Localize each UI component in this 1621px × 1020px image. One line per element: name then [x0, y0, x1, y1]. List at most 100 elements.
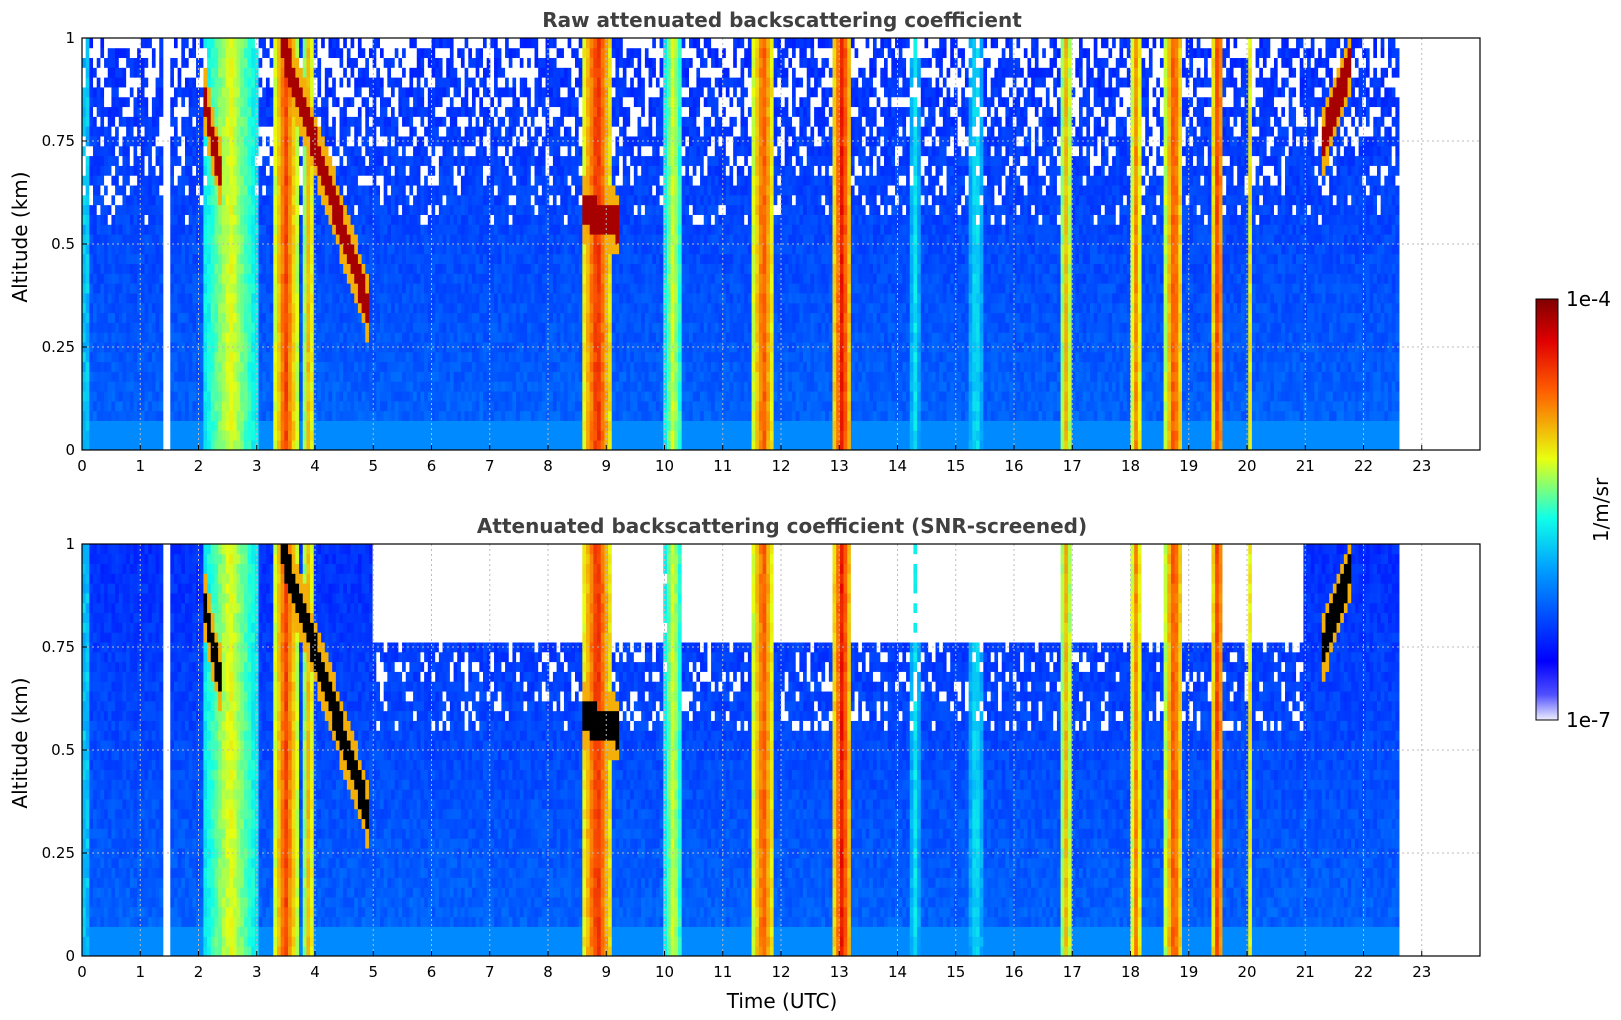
heatmap-cell	[277, 185, 281, 195]
heatmap-cell	[409, 401, 413, 411]
heatmap-cell	[119, 293, 123, 303]
heatmap-cell	[89, 97, 93, 107]
heatmap-cell	[115, 440, 119, 450]
heatmap-cell	[93, 126, 97, 136]
heatmap-cell	[145, 401, 149, 411]
heatmap-cell	[214, 440, 218, 450]
heatmap-cell	[281, 372, 285, 382]
heatmap-cell	[159, 293, 163, 303]
heatmap-cell	[523, 224, 527, 234]
heatmap-cell	[93, 215, 97, 225]
heatmap-cell	[189, 401, 193, 411]
heatmap-cell	[457, 254, 461, 264]
heatmap-cell	[384, 372, 388, 382]
heatmap-cell	[424, 146, 428, 156]
heatmap-cell	[273, 97, 277, 107]
heatmap-cell	[490, 166, 494, 176]
heatmap-cell	[207, 293, 211, 303]
heatmap-cell	[387, 97, 391, 107]
heatmap-cell	[134, 107, 138, 117]
heatmap-cell	[391, 372, 395, 382]
heatmap-cell	[100, 381, 104, 391]
heatmap-cell	[443, 273, 447, 283]
heatmap-cell	[97, 107, 101, 117]
heatmap-cell	[277, 313, 281, 323]
heatmap-cell	[435, 116, 439, 126]
heatmap-cell	[218, 87, 222, 97]
heatmap-cell	[490, 244, 494, 254]
heatmap-cell	[89, 126, 93, 136]
heatmap-cell	[284, 107, 288, 117]
heatmap-cell	[122, 77, 126, 87]
heatmap-cell	[262, 185, 266, 195]
heatmap-cell	[523, 116, 527, 126]
heatmap-cell	[93, 411, 97, 421]
heatmap-cell	[417, 244, 421, 254]
heatmap-cell	[295, 38, 299, 48]
heatmap-cell	[501, 332, 505, 342]
heatmap-cell	[295, 175, 299, 185]
heatmap-cell	[145, 264, 149, 274]
heatmap-cell	[373, 381, 377, 391]
heatmap-cell	[185, 381, 189, 391]
heatmap-cell	[432, 38, 436, 48]
heatmap-cell	[523, 244, 527, 254]
heatmap-cell	[490, 175, 494, 185]
heatmap-cell	[189, 322, 193, 332]
heatmap-cell	[435, 313, 439, 323]
heatmap-cell	[420, 293, 424, 303]
heatmap-cell	[222, 411, 226, 421]
heatmap-cell	[225, 283, 229, 293]
heatmap-cell	[104, 264, 108, 274]
heatmap-cell	[523, 342, 527, 352]
heatmap-cell	[516, 215, 520, 225]
heatmap-cell	[152, 234, 156, 244]
heatmap-cell	[494, 411, 498, 421]
heatmap-cell	[391, 401, 395, 411]
heatmap-cell	[476, 303, 480, 313]
heatmap-cell	[325, 97, 329, 107]
heatmap-cell	[218, 126, 222, 136]
heatmap-cell	[520, 205, 524, 215]
heatmap-cell	[501, 313, 505, 323]
heatmap-cell	[516, 146, 520, 156]
heatmap-cell	[104, 156, 108, 166]
heatmap-cell	[351, 77, 355, 87]
heatmap-cell	[306, 244, 310, 254]
heatmap-cell	[262, 87, 266, 97]
heatmap-cell	[395, 401, 399, 411]
heatmap-cell	[354, 48, 358, 58]
heatmap-cell	[395, 411, 399, 421]
heatmap-cell	[262, 107, 266, 117]
heatmap-cell	[432, 87, 436, 97]
heatmap-cell	[343, 264, 347, 274]
heatmap-cell	[141, 372, 145, 382]
heatmap-cell	[454, 146, 458, 156]
heatmap-cell	[222, 175, 226, 185]
heatmap-cell	[119, 116, 123, 126]
heatmap-cell	[343, 440, 347, 450]
heatmap-cell	[170, 107, 174, 117]
heatmap-cell	[501, 126, 505, 136]
heatmap-cell	[306, 313, 310, 323]
heatmap-cell	[82, 38, 86, 48]
heatmap-cell	[435, 362, 439, 372]
heatmap-cell	[402, 244, 406, 254]
heatmap-cell	[479, 58, 483, 68]
heatmap-cell	[306, 116, 310, 126]
heatmap-cell	[89, 195, 93, 205]
heatmap-cell	[262, 175, 266, 185]
heatmap-cell	[332, 332, 336, 342]
heatmap-cell	[321, 440, 325, 450]
heatmap-cell	[520, 175, 524, 185]
heatmap-cell	[281, 283, 285, 293]
heatmap-cell	[332, 254, 336, 264]
heatmap-cell	[233, 67, 237, 77]
heatmap-cell	[284, 185, 288, 195]
heatmap-cell	[362, 175, 366, 185]
heatmap-cell	[365, 48, 369, 58]
heatmap-cell	[108, 224, 112, 234]
heatmap-cell	[435, 97, 439, 107]
heatmap-cell	[292, 67, 296, 77]
heatmap-cell	[248, 97, 252, 107]
